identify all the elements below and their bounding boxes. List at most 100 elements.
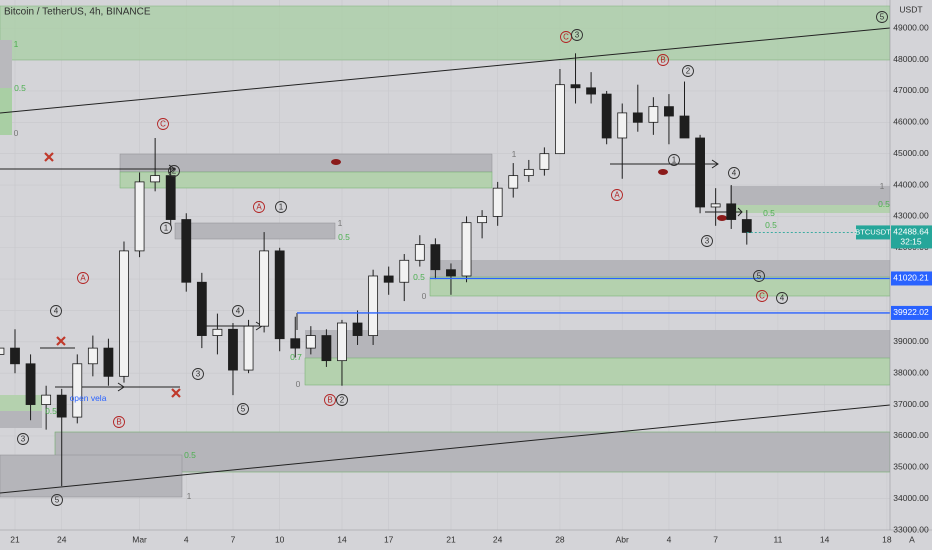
- wave-label: 2: [172, 167, 177, 176]
- x-tick-label: 28: [555, 534, 565, 544]
- x-tick-label: 7: [713, 534, 718, 544]
- candle-body: [679, 115, 690, 139]
- annotation-circle: [682, 65, 694, 77]
- y-tick-label: 34000.00: [893, 493, 929, 503]
- annotation-circle: [253, 201, 265, 213]
- candle-body: [274, 250, 285, 340]
- annotation-circle: [657, 54, 669, 66]
- annotation-circle: [17, 433, 29, 445]
- annotation-circle: [876, 11, 888, 23]
- annotation-circle: [237, 403, 249, 415]
- annotation-label: 1: [512, 149, 517, 159]
- x-tick-label: 7: [231, 534, 236, 544]
- x-tick-label: Mar: [132, 534, 147, 544]
- x-tick-label: 21: [446, 534, 456, 544]
- x-tick-label: 14: [337, 534, 347, 544]
- chart-title: Bitcoin / TetherUS, 4h, BINANCE: [4, 7, 151, 18]
- currency-label: USDT: [899, 4, 922, 14]
- wave-label: C: [160, 120, 166, 129]
- annotation-label: 1: [338, 218, 343, 228]
- x-tick-label: 11: [774, 534, 783, 544]
- x-tick-label: 24: [57, 534, 67, 544]
- annotation-label: 0.5: [413, 272, 425, 282]
- annotation-circle: [50, 305, 62, 317]
- wave-label: 3: [196, 370, 201, 379]
- countdown: 32:15: [900, 237, 922, 247]
- candle-body: [337, 322, 347, 362]
- candle-body: [87, 347, 98, 365]
- candle-body: [741, 219, 752, 233]
- wave-label: A: [80, 274, 86, 283]
- candle-body: [56, 394, 67, 418]
- candle-body: [492, 187, 503, 217]
- wave-label: 1: [164, 224, 169, 233]
- price-line-tag: [891, 271, 932, 286]
- candle-body: [414, 244, 425, 261]
- candle-body: [446, 269, 456, 277]
- y-tick-label: 39000.00: [893, 336, 929, 346]
- wave-label: 5: [241, 405, 246, 414]
- candle-body: [212, 328, 223, 336]
- autoscale-button[interactable]: A: [909, 534, 915, 544]
- x-tick-label: 21: [10, 534, 20, 544]
- annotation-circle: [157, 118, 169, 130]
- candle-body: [539, 153, 550, 170]
- y-tick-label: 38000.00: [893, 367, 929, 377]
- annotation-label: 1: [14, 39, 19, 49]
- wave-label: 4: [236, 307, 241, 316]
- annotation-circle: [192, 368, 204, 380]
- candle-body: [477, 215, 488, 224]
- candle-body: [726, 203, 737, 220]
- candle-body: [181, 219, 192, 283]
- candle-body: [72, 363, 83, 418]
- wave-label: 5: [757, 272, 762, 281]
- annotation-circle: [728, 167, 740, 179]
- candle-body: [41, 394, 52, 405]
- wave-label: C: [759, 292, 765, 301]
- annotation-label: 0.5: [878, 199, 890, 209]
- annotation-circle: [668, 154, 680, 166]
- wave-label: A: [256, 203, 262, 212]
- symbol-label: BTCUSDT: [855, 227, 891, 236]
- wave-label: 4: [54, 307, 59, 316]
- y-tick-label: 49000.00: [893, 22, 929, 32]
- candle-body: [165, 175, 176, 220]
- candle-body: [570, 84, 581, 89]
- annotation-label: 1: [187, 491, 192, 501]
- candle-body: [508, 175, 519, 189]
- wave-label: B: [327, 396, 332, 405]
- wave-label: 3: [575, 31, 580, 40]
- x-tick-label: 4: [667, 534, 672, 544]
- annotation-circle: [51, 494, 63, 506]
- candles: [0, 53, 890, 487]
- annotation-circle: [324, 394, 336, 406]
- annotation-circle: [168, 165, 180, 177]
- last-price-tag: [891, 225, 932, 249]
- wave-label: 3: [21, 435, 26, 444]
- candle-body: [617, 112, 628, 139]
- annotation-label: 0: [14, 128, 19, 138]
- annotation-circle: [232, 305, 244, 317]
- annotation-label: 1: [880, 181, 885, 191]
- annotation-label: 0: [296, 379, 301, 389]
- x-tick-label: 17: [384, 534, 394, 544]
- candle-body: [10, 347, 20, 365]
- candle-body: [695, 137, 705, 208]
- wave-label: 5: [55, 496, 60, 505]
- candle-body: [383, 275, 394, 283]
- annotation-circle: [611, 189, 623, 201]
- wave-label: B: [660, 56, 665, 65]
- candle-body: [586, 87, 596, 95]
- y-tick-label: 43000.00: [893, 211, 929, 221]
- annotation-label: 0: [422, 291, 427, 301]
- candle-body: [632, 112, 643, 123]
- candle-body: [196, 281, 207, 336]
- candle-body: [25, 363, 36, 405]
- wave-label: 5: [880, 13, 885, 22]
- y-tick-label: 33000.00: [893, 524, 929, 534]
- wave-label: 4: [780, 294, 785, 303]
- wave-label: 1: [672, 156, 677, 165]
- y-tick-label: 48000.00: [893, 54, 929, 64]
- candle-body: [119, 250, 129, 377]
